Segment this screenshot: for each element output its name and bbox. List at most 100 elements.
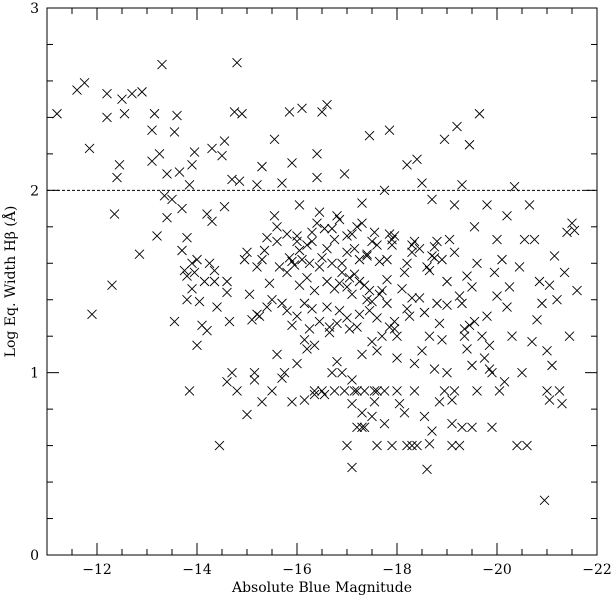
data-point (502, 302, 512, 312)
data-point (479, 353, 490, 363)
data-point (492, 234, 502, 245)
data-point (414, 243, 425, 254)
data-point (424, 438, 435, 449)
data-point (349, 269, 360, 280)
data-point (319, 223, 330, 234)
data-point (567, 218, 577, 228)
data-point (419, 411, 430, 422)
data-point (172, 110, 182, 121)
data-point (202, 325, 212, 336)
data-point (457, 298, 467, 309)
data-point (459, 331, 470, 342)
data-point (342, 282, 352, 292)
data-point (362, 251, 372, 261)
data-point (252, 309, 262, 320)
data-point (192, 340, 202, 351)
axis-tick-labels: −12 −14 −16 −18 −20 −22 0 1 2 3 (30, 1, 611, 578)
data-point (339, 169, 350, 179)
data-point (102, 112, 112, 123)
data-point (222, 287, 232, 298)
x-tick-label: −12 (82, 562, 112, 578)
data-point (307, 304, 317, 314)
data-point (187, 283, 197, 294)
data-point (349, 386, 360, 396)
data-point (472, 258, 482, 269)
data-point (307, 227, 317, 238)
data-point (407, 440, 417, 451)
data-point (484, 340, 495, 351)
y-tick-label: 0 (30, 548, 39, 564)
data-point (442, 276, 452, 287)
data-point (449, 247, 460, 258)
data-point (427, 251, 437, 261)
data-point (389, 324, 400, 334)
data-point (544, 280, 555, 290)
data-point (254, 311, 265, 321)
data-point (327, 223, 337, 234)
data-point (559, 267, 570, 278)
data-point (372, 386, 382, 396)
data-point (287, 158, 297, 168)
data-point (374, 289, 385, 300)
data-point (379, 386, 390, 396)
data-point (532, 314, 542, 325)
data-point (309, 389, 320, 400)
data-point (209, 265, 220, 276)
data-point (477, 331, 487, 342)
data-point (502, 211, 512, 221)
data-point (169, 127, 180, 137)
data-point (354, 254, 365, 265)
data-point (337, 258, 347, 269)
data-point (332, 356, 342, 367)
data-point (347, 289, 357, 300)
data-point (192, 254, 202, 265)
data-point (427, 194, 437, 205)
data-point (497, 254, 507, 265)
data-point (424, 331, 435, 342)
data-point (297, 254, 307, 265)
data-point (117, 94, 127, 104)
data-point (529, 234, 540, 245)
data-point (312, 149, 322, 159)
data-point (167, 194, 177, 205)
data-point (539, 495, 550, 506)
data-point (492, 291, 502, 301)
data-point (432, 298, 442, 309)
data-point (302, 344, 312, 354)
data-point (287, 397, 297, 407)
data-point (369, 227, 380, 238)
data-point (159, 190, 170, 201)
data-point (274, 262, 285, 272)
data-point (329, 386, 340, 396)
data-point (319, 389, 330, 400)
data-point (272, 236, 282, 247)
data-point (242, 247, 252, 258)
data-point (389, 231, 400, 241)
data-point (347, 398, 357, 409)
data-point (182, 294, 192, 305)
data-point (209, 276, 220, 287)
data-point (222, 376, 232, 387)
data-point (302, 240, 312, 250)
data-point (267, 294, 277, 305)
data-point (549, 251, 560, 261)
y-tick-label: 3 (30, 1, 39, 17)
data-point (464, 139, 475, 150)
data-point (569, 225, 580, 236)
data-point (242, 409, 252, 420)
data-point (187, 159, 197, 170)
data-point (344, 324, 355, 334)
data-point (487, 422, 497, 433)
data-point (127, 88, 137, 99)
data-point (369, 386, 380, 396)
data-point (207, 216, 217, 227)
y-axis-label: Log Eq. Width Hβ (Å) (1, 206, 19, 358)
data-point (382, 298, 392, 309)
data-point (294, 200, 305, 210)
data-point (542, 345, 552, 356)
data-point (357, 407, 367, 418)
data-point (257, 161, 267, 172)
data-point (194, 296, 205, 307)
data-point (534, 276, 545, 287)
